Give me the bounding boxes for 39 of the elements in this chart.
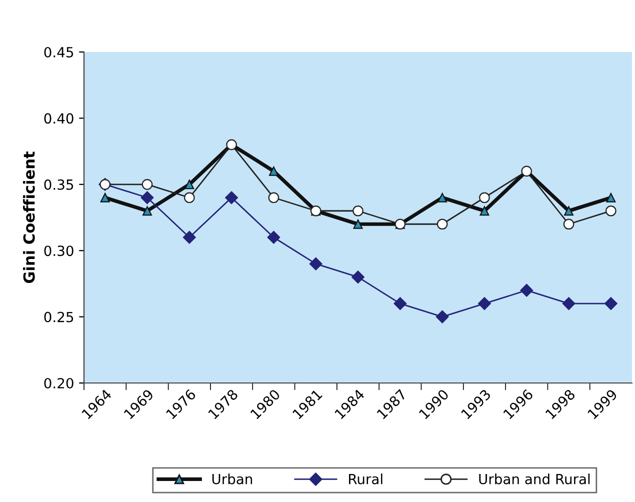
point <box>604 297 618 310</box>
point <box>267 230 280 244</box>
point <box>436 218 448 230</box>
point <box>438 192 448 202</box>
point <box>352 270 364 284</box>
point <box>352 205 364 216</box>
point <box>563 218 574 230</box>
point <box>182 230 196 244</box>
point <box>142 206 152 216</box>
point <box>268 166 278 176</box>
point <box>606 192 616 202</box>
y-tick-label: 0.30 <box>44 246 74 256</box>
point <box>564 206 574 216</box>
point <box>268 192 280 204</box>
point <box>480 206 490 216</box>
point <box>478 297 491 310</box>
point <box>184 192 195 204</box>
point <box>225 191 238 204</box>
y-tick-label: 0.40 <box>44 113 74 124</box>
point <box>142 178 153 190</box>
y-axis-title: Gini Coefficient <box>23 152 35 284</box>
y-tick-label: 0.20 <box>44 378 74 388</box>
point <box>394 297 407 310</box>
point <box>353 219 363 229</box>
legend-label: Rural <box>349 474 382 484</box>
y-tick-label: 0.45 <box>44 46 74 58</box>
point <box>140 191 154 204</box>
point <box>184 180 194 190</box>
point <box>100 192 110 202</box>
point <box>520 284 534 297</box>
point <box>606 205 616 216</box>
y-tick-label: 0.25 <box>44 312 74 322</box>
point <box>479 192 490 204</box>
y-tick-label: 0.35 <box>44 179 74 190</box>
point <box>436 310 449 324</box>
point <box>309 257 322 270</box>
legend-label: Urban <box>212 474 252 484</box>
point <box>562 297 576 310</box>
legend-label: Urban and Rural <box>479 474 590 484</box>
